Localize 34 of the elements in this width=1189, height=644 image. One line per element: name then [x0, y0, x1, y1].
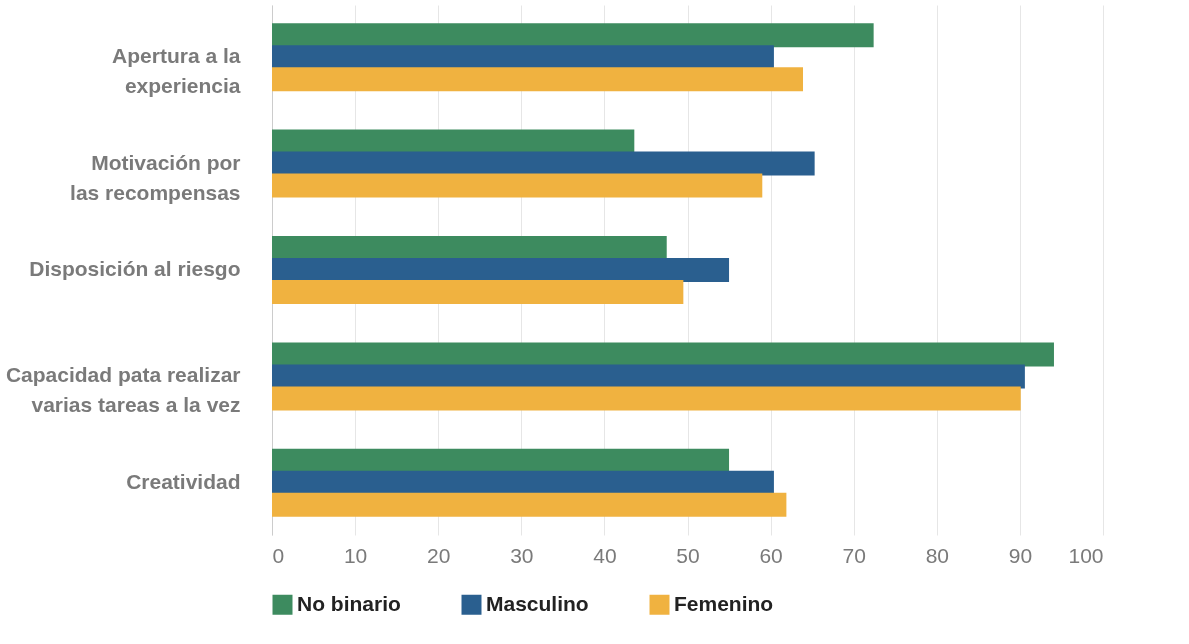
- bar: [272, 448, 730, 473]
- bar: [272, 236, 667, 261]
- y-tick-label: Motivación por las recompensas: [70, 150, 241, 204]
- x-tick-label: 10: [343, 543, 368, 567]
- bar: [272, 492, 787, 517]
- y-tick-label: Capacidad pata realizar varias tareas a la vez: [5, 363, 241, 417]
- legend-label: Masculino: [486, 591, 589, 615]
- x-tick-label: 70: [842, 543, 866, 567]
- x-tick-label: 50: [676, 543, 700, 567]
- x-tick-label: 20: [427, 543, 451, 567]
- bar: [272, 342, 1054, 367]
- bar: [272, 386, 1021, 411]
- y-tick-label: Disposición al riesgo: [29, 257, 241, 280]
- bar: [272, 67, 804, 92]
- x-tick-label: 0: [272, 543, 285, 567]
- bar: [272, 364, 1025, 389]
- x-tick-label: 60: [759, 543, 783, 567]
- bar: [272, 258, 730, 282]
- bar: [272, 23, 874, 48]
- x-tick-label: 40: [593, 543, 617, 567]
- bar: [272, 173, 763, 198]
- x-tick-label: 90: [1008, 543, 1033, 567]
- bar: [272, 151, 815, 176]
- y-tick-label: Apertura a la experiencia: [112, 44, 241, 98]
- x-tick-label: 80: [925, 543, 949, 567]
- bar: [272, 470, 774, 495]
- y-tick-label: Creatividad: [126, 469, 241, 493]
- x-tick-label: 30: [510, 543, 534, 567]
- legend-label: Femenino: [674, 591, 774, 615]
- bar: [272, 45, 774, 70]
- bar: [272, 129, 635, 154]
- bar: [272, 279, 684, 304]
- x-tick-label: 100: [1068, 543, 1104, 567]
- legend-label: No binario: [297, 591, 401, 615]
